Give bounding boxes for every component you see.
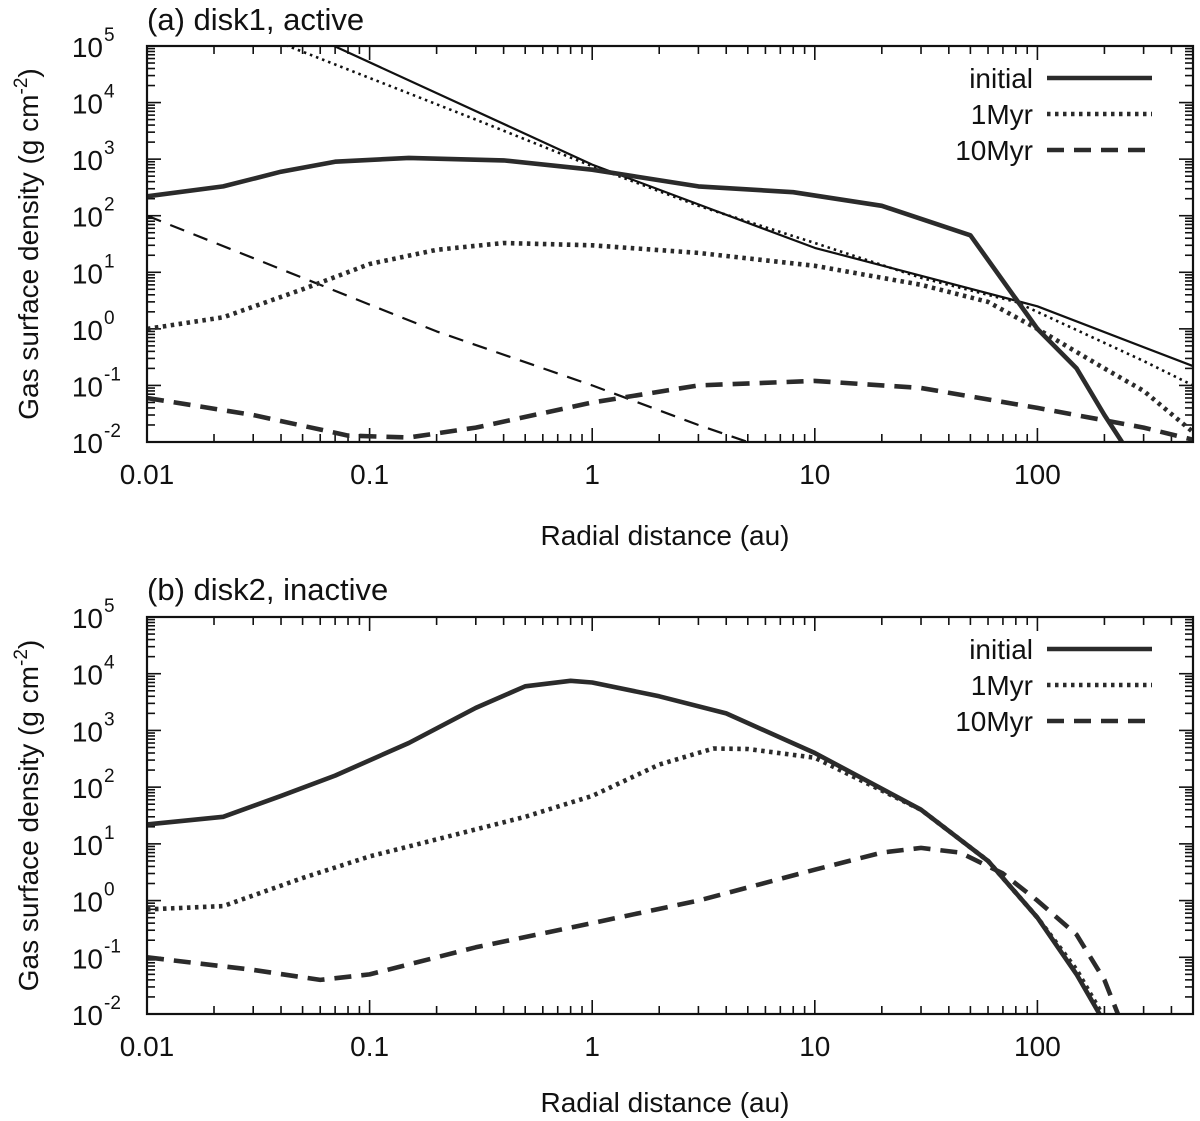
legend: initial 1Myr 10Myr [955, 634, 1152, 737]
y-tick-base: 10 [72, 89, 103, 120]
y-axis-label: Gas surface density (g cm-2) [11, 640, 44, 991]
y-tick-base: 10 [72, 716, 103, 747]
series-line-initial-thin [331, 46, 1193, 368]
y-tick-base: 10 [72, 202, 103, 233]
y-tick-label: 10 4 [72, 653, 115, 691]
legend-label: 1Myr [971, 670, 1033, 701]
x-axis-label: Radial distance (au) [540, 520, 789, 551]
y-tick-base: 10 [72, 145, 103, 176]
series-line-1myr [147, 240, 1193, 434]
y-tick-label: 10 1 [72, 823, 115, 861]
y-tick-exponent: 2 [104, 195, 115, 216]
x-tick-label: 10 [799, 1031, 830, 1062]
plot-frame [145, 44, 1195, 444]
legend: initial 1Myr 10Myr [955, 63, 1152, 166]
y-tick-exponent: 4 [104, 653, 115, 674]
y-tick-exponent: 0 [104, 880, 115, 901]
y-tick-exponent: 1 [104, 251, 115, 272]
y-tick-exponent: 5 [104, 25, 115, 46]
y-tick-base: 10 [72, 315, 103, 346]
y-tick-exponent: -1 [104, 936, 121, 957]
y-tick-label: 10 5 [72, 25, 115, 63]
y-tick-exponent: 5 [104, 596, 115, 617]
y-tick-exponent: 1 [104, 823, 115, 844]
y-tick-exponent: -1 [104, 364, 121, 385]
y-tick-label: 10 -2 [72, 993, 121, 1031]
y-tick-label: 10 2 [72, 195, 115, 233]
y-tick-label: 10 0 [72, 308, 115, 346]
y-tick-exponent: -2 [104, 993, 121, 1014]
y-tick-exponent: 0 [104, 308, 115, 329]
y-tick-base: 10 [72, 428, 103, 459]
y-tick-base: 10 [72, 1000, 103, 1031]
x-tick-label: 100 [1014, 1031, 1061, 1062]
y-axis-label: Gas surface density (g cm-2) [11, 68, 44, 419]
legend-label: 10Myr [955, 706, 1033, 737]
x-tick-label: 0.1 [350, 1031, 389, 1062]
y-tick-label: 10 -2 [72, 421, 121, 459]
y-tick-exponent: 3 [104, 138, 115, 159]
y-tick-label: 10 3 [72, 709, 115, 747]
x-axis-label: Radial distance (au) [540, 1087, 789, 1118]
x-tick-label: 100 [1014, 459, 1061, 490]
y-tick-exponent: 4 [104, 82, 115, 103]
y-tick-label: 10 2 [72, 766, 115, 804]
y-tick-base: 10 [72, 603, 103, 634]
y-tick-label: 10 -1 [72, 364, 121, 402]
x-tick-label: 0.01 [120, 1031, 175, 1062]
y-tick-base: 10 [72, 32, 103, 63]
y-tick-base: 10 [72, 773, 103, 804]
y-tick-label: 10 1 [72, 251, 115, 289]
x-tick-label: 10 [799, 459, 830, 490]
series-line-10myr [147, 845, 1121, 1014]
series-line-1myr-thin [284, 46, 1193, 387]
y-tick-label: 10 -1 [72, 936, 121, 974]
x-tick-label: 1 [584, 459, 600, 490]
y-tick-label: 10 3 [72, 138, 115, 176]
chart-title: (a) disk1, active [147, 2, 364, 37]
y-tick-exponent: 2 [104, 766, 115, 787]
x-tick-label: 0.01 [120, 459, 175, 490]
y-tick-base: 10 [72, 943, 103, 974]
series-line-initial [147, 155, 1124, 442]
y-tick-base: 10 [72, 830, 103, 861]
legend-label: 1Myr [971, 99, 1033, 130]
series-line-10myr-thin [147, 214, 749, 442]
legend-label: initial [969, 634, 1033, 665]
y-tick-base: 10 [72, 887, 103, 918]
y-tick-label: 10 0 [72, 880, 115, 918]
y-tick-base: 10 [72, 371, 103, 402]
x-tick-label: 0.1 [350, 459, 389, 490]
y-tick-base: 10 [72, 660, 103, 691]
y-tick-exponent: 3 [104, 709, 115, 730]
tick-marks [146, 45, 1194, 443]
series-line-10myr [147, 378, 1193, 442]
series-group [147, 678, 1121, 1014]
y-tick-label: 10 4 [72, 82, 115, 120]
series-group [147, 46, 1193, 442]
y-tick-label: 10 5 [72, 596, 115, 634]
tick-marks [146, 616, 1194, 1015]
y-tick-exponent: -2 [104, 421, 121, 442]
legend-label: 10Myr [955, 135, 1033, 166]
x-tick-label: 1 [584, 1031, 600, 1062]
legend-label: initial [969, 63, 1033, 94]
y-tick-base: 10 [72, 258, 103, 289]
chart-title: (b) disk2, inactive [147, 572, 388, 607]
plot-frame [145, 615, 1195, 1016]
